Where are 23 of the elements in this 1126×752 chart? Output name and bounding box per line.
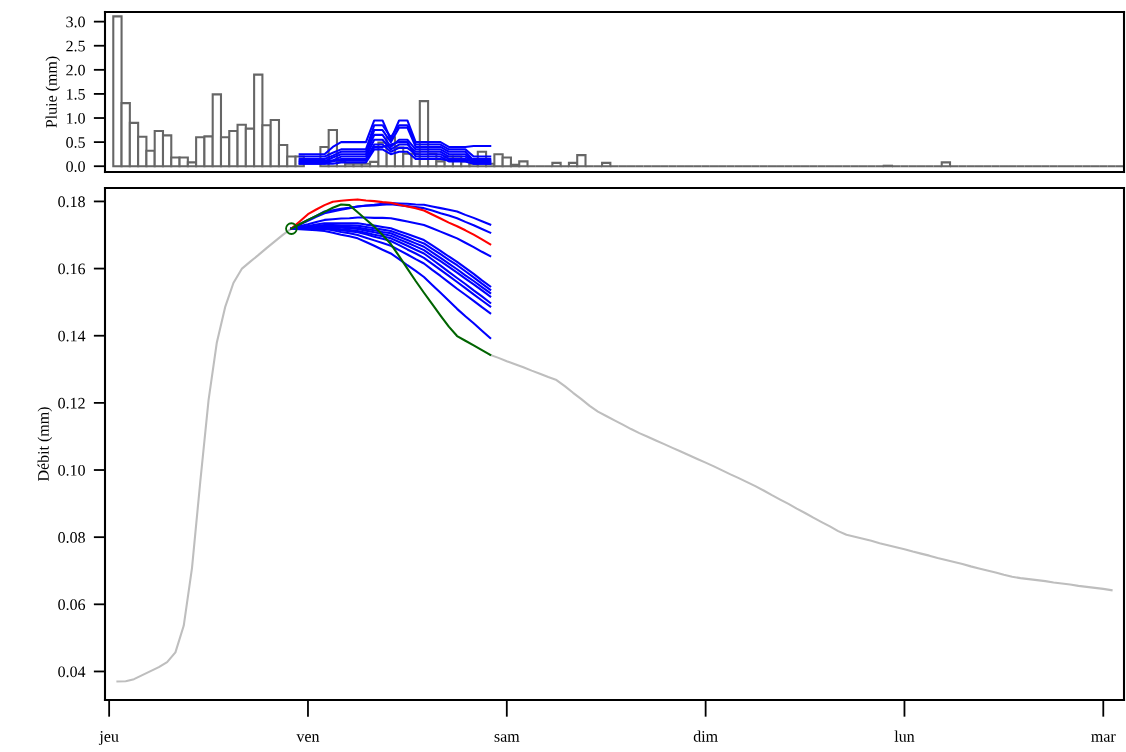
y-tick-label: 1.5 [67, 88, 85, 100]
y-tick-label: 0.18 [58, 196, 85, 208]
x-tick-label: lun [894, 730, 915, 742]
y-axis-title: Débit (mm) [37, 407, 53, 482]
y-tick-label: 2.5 [66, 40, 85, 52]
y-tick-label: 1.0 [67, 112, 85, 124]
x-tick-label: dim [693, 730, 718, 742]
y-tick-label: 0.5 [66, 137, 85, 148]
y-tick-label: 0.10 [58, 464, 85, 476]
y-tick-label: 2.0 [66, 64, 85, 76]
y-tick-label: 0.12 [58, 397, 85, 409]
y-tick-label: 0.06 [58, 599, 86, 611]
y-axis-title: Pluie (mm) [45, 56, 61, 128]
y-tick-label: 0.16 [58, 263, 86, 275]
y-tick-label: 3.0 [66, 16, 85, 28]
y-tick-label: 0.0 [66, 161, 85, 172]
x-tick-label: mar [1091, 734, 1116, 742]
x-tick-label: ven [296, 734, 320, 742]
y-tick-label: 0.04 [58, 666, 86, 678]
x-tick-label: sam [494, 734, 520, 742]
x-tick-label: jeu [98, 731, 119, 746]
y-tick-label: 0.14 [58, 330, 86, 342]
y-tick-label: 0.08 [58, 532, 85, 543]
